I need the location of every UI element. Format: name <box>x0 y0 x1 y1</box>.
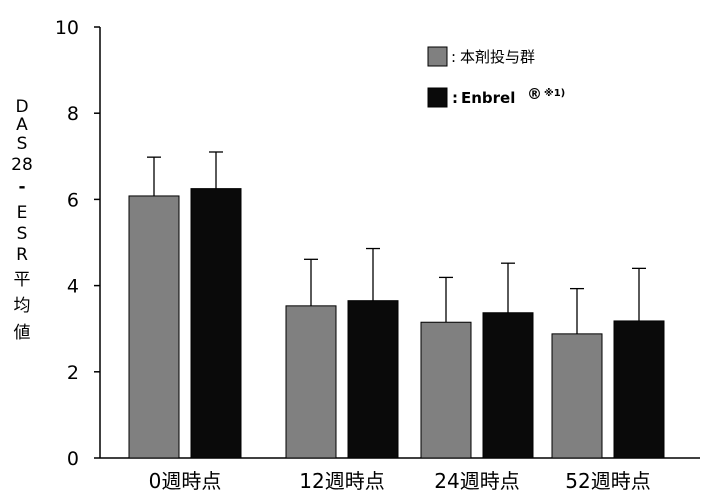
bar-series-2-cat-3 <box>482 312 534 459</box>
y-tick-label-8: 8 <box>67 103 79 125</box>
y-tick-label-10: 10 <box>55 17 79 39</box>
category-label-2: 12週時点 <box>299 469 384 493</box>
y-tick-label-6: 6 <box>67 189 79 211</box>
category-labels: 0週時点 12週時点 24週時点 52週時点 <box>149 469 651 493</box>
legend-label-series-2: Enbrel <box>461 89 515 107</box>
legend-prefix-1: : <box>451 48 456 66</box>
bar-series-2-cat-4 <box>613 320 665 459</box>
category-label-1: 0週時点 <box>149 469 222 493</box>
y-axis-label-char-4: 28 <box>11 155 33 175</box>
y-tick-label-0: 0 <box>67 448 79 470</box>
y-ticks: 0 2 4 6 8 10 <box>55 17 100 470</box>
category-label-4: 52週時点 <box>565 469 650 493</box>
legend-prefix-2: : <box>452 89 458 107</box>
legend-registered-mark: ® <box>527 85 542 103</box>
bar-series-2-cat-2 <box>347 300 399 459</box>
y-axis-label-char-3: S <box>17 134 28 154</box>
y-axis-label-char-7: S <box>17 224 28 244</box>
bar-series-1-cat-3 <box>420 321 472 459</box>
bar-series-2-cat-1 <box>190 188 242 459</box>
legend: : 本剤投与群 : Enbrel ® ※1) <box>427 46 565 108</box>
y-axis-label-char-6: E <box>17 203 28 223</box>
bar-series-1-cat-1 <box>128 195 180 459</box>
y-tick-label-2: 2 <box>67 362 79 384</box>
y-axis-label-char-8: R <box>16 245 28 265</box>
legend-label-series-1: 本剤投与群 <box>460 48 535 66</box>
legend-footnote-mark: ※1) <box>544 87 565 99</box>
y-axis-label-char-10: 均 <box>14 296 31 316</box>
legend-swatch-series-2 <box>427 87 448 108</box>
bar-series-1-cat-2 <box>285 305 337 459</box>
y-axis-label-char-5: - <box>18 177 25 197</box>
y-tick-label-4: 4 <box>67 276 79 298</box>
y-axis-label-char-11: 値 <box>14 323 31 343</box>
axes <box>99 27 700 459</box>
y-axis-label-char-2: A <box>16 115 28 135</box>
category-label-3: 24週時点 <box>434 469 519 493</box>
bars <box>128 151 665 459</box>
legend-swatch-series-1 <box>427 46 448 67</box>
y-axis-label-char-1: D <box>15 97 28 117</box>
bar-series-1-cat-4 <box>551 333 603 459</box>
y-axis-label-char-9: 平 <box>14 270 31 290</box>
